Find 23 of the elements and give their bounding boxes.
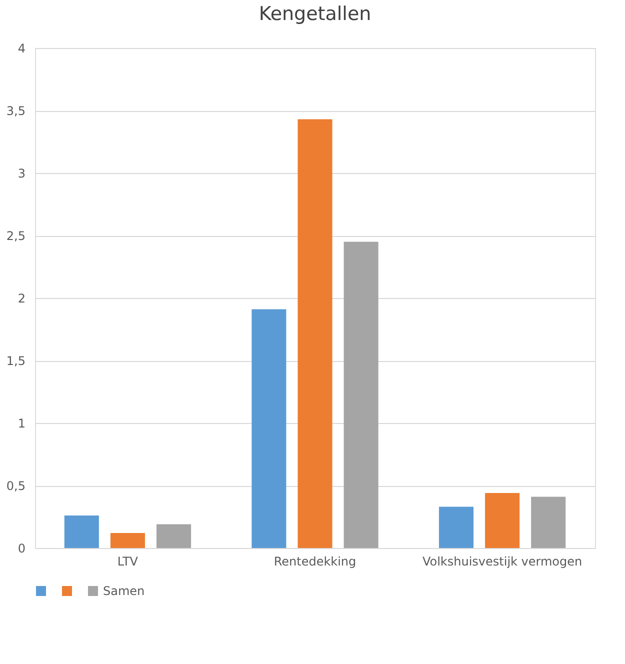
y-tick-label: 2,5: [6, 229, 26, 243]
chart-title: Kengetallen: [258, 3, 372, 25]
y-tick-label: 3,5: [6, 104, 26, 118]
y-tick-label: 4: [18, 42, 26, 56]
y-tick-label: 3: [18, 166, 26, 180]
bar: [344, 242, 378, 548]
legend-label: Samen: [103, 584, 145, 598]
bar: [64, 516, 99, 548]
x-tick-label: Rentedekking: [274, 554, 356, 568]
x-tick-label: LTV: [117, 554, 139, 568]
bar: [156, 524, 192, 548]
y-tick-label: 0: [18, 542, 26, 556]
y-tick-label: 0,5: [6, 479, 26, 493]
y-tick-label: 2: [18, 292, 26, 306]
x-tick-label: Volkshuisvestijk vermogen: [422, 554, 582, 568]
bar: [438, 506, 474, 548]
y-tick-label: 1,5: [6, 354, 26, 368]
bar: [531, 496, 566, 548]
y-tick-label: 1: [18, 416, 26, 430]
bar: [252, 309, 286, 548]
bar: [485, 493, 520, 548]
bar: [298, 119, 332, 548]
bar: [110, 533, 145, 548]
